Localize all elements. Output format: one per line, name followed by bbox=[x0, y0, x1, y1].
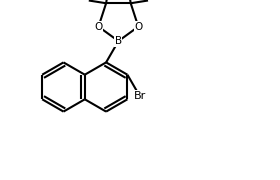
Text: O: O bbox=[94, 22, 103, 32]
Text: Br: Br bbox=[134, 91, 146, 101]
Text: O: O bbox=[134, 22, 143, 32]
Text: B: B bbox=[115, 36, 122, 46]
